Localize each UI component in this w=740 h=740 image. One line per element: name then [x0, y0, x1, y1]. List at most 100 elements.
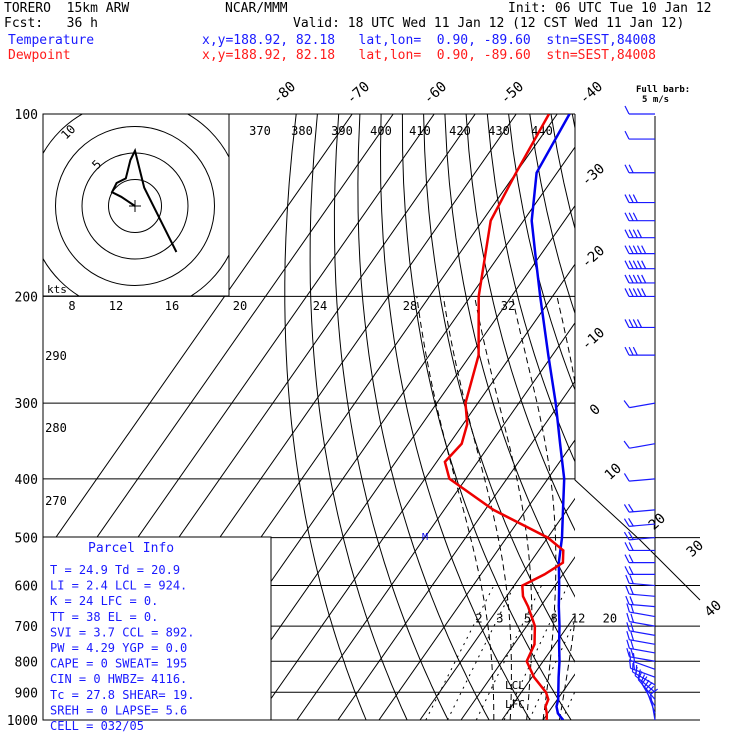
- wind-barb-flag: [628, 245, 634, 254]
- parcel-info-box: Parcel Info T = 24.9 Td = 20.9 LI = 2.4 LC…: [42, 536, 272, 733]
- temperature-point: [559, 443, 561, 445]
- pressure-tick-label: 700: [15, 620, 38, 635]
- moist-adiabats: [416, 296, 575, 720]
- dry-adiabats: [284, 114, 575, 720]
- model-title: TORERO 15km ARW: [4, 1, 130, 16]
- isotherm-label: 10: [602, 460, 625, 483]
- wind-barb-flag: [625, 574, 630, 584]
- temperature-point: [531, 220, 533, 222]
- dry-adiabat: [444, 114, 575, 598]
- lfc-label: LFC: [505, 698, 525, 711]
- hodograph-speed-label: 16: [165, 299, 179, 313]
- wind-barb-shaft: [629, 509, 656, 513]
- parcel-box-frame: [42, 536, 272, 721]
- dry-adiabat: [401, 114, 572, 720]
- mixing-ratio-label: 2: [475, 611, 482, 625]
- mixing-ratio-line: [528, 619, 575, 720]
- isotherm-line: [214, 204, 575, 720]
- temperature-point: [558, 562, 560, 564]
- isotherm-line: [43, 114, 353, 557]
- init-time: Init: 06 UTC Tue 10 Jan 12: [508, 1, 712, 16]
- wind-barb-flag: [636, 245, 643, 254]
- dry-adiabat: [357, 114, 490, 720]
- wind-barb-shaft: [630, 667, 656, 678]
- temperature-point: [555, 705, 558, 708]
- wind-barb-shaft: [629, 402, 656, 409]
- temperature-legend: Temperature: [8, 33, 95, 48]
- moist-adiabat: [474, 296, 533, 720]
- dry-adiabat: [379, 114, 531, 720]
- isotherm-line: [296, 321, 575, 720]
- temperature-point: [568, 114, 571, 115]
- wind-barb-shaft: [632, 671, 656, 686]
- wind-barb-flag: [645, 681, 653, 690]
- wind-barb-flag: [624, 194, 630, 203]
- wind-barb-flag: [636, 274, 643, 284]
- wind-barb-flag: [636, 229, 643, 238]
- dewpoint-point: [543, 573, 546, 575]
- hodograph-speed-label: 20: [233, 299, 247, 313]
- temperature-location: x,y=188.92, 82.18 lat,lon= 0.90, -89.60 …: [202, 33, 656, 48]
- wind-barb-flag: [626, 639, 630, 649]
- wind-barb-flag: [632, 212, 638, 221]
- wind-barb-flag: [624, 566, 630, 575]
- wind-barb-flag: [641, 274, 647, 284]
- temperature-point: [557, 676, 560, 678]
- wind-barb-flag: [636, 260, 643, 269]
- dry-adiabat: [550, 114, 575, 231]
- wind-barb-shaft: [629, 630, 656, 636]
- wind-barb-flag: [623, 531, 630, 541]
- parcel-title: Parcel Info: [88, 541, 174, 556]
- wind-barb-flag: [624, 542, 630, 551]
- temperature-point: [562, 509, 564, 511]
- isotherm-label: -30: [579, 161, 609, 190]
- isotherm-line: [460, 556, 575, 720]
- mixing-ratio-label: 3: [496, 611, 503, 625]
- parcel-row: PW = 4.29 YGP = 0.0: [50, 641, 187, 655]
- moist-adiabat: [442, 296, 512, 720]
- wind-barb-flag: [624, 164, 630, 173]
- wind-barb-shaft: [629, 536, 656, 541]
- pressure-tick-label: 1000: [7, 714, 38, 729]
- dewpoint-point: [461, 443, 463, 445]
- temperature-point: [557, 698, 559, 701]
- parcel-row: SVI = 3.7 CCL = 892.: [50, 625, 195, 639]
- wind-barb-flag: [623, 440, 630, 449]
- temperature-point: [555, 402, 557, 404]
- wind-barb-flag: [628, 518, 634, 527]
- wind-barb-flag: [641, 245, 647, 254]
- dewpoint-point: [562, 562, 564, 564]
- wind-barb-flag: [630, 640, 635, 650]
- wind-barb-flag: [632, 346, 638, 356]
- dewpoint-legend: Dewpoint: [8, 48, 71, 63]
- wind-barb-flag: [623, 473, 630, 482]
- wind-barb-flag: [623, 400, 630, 409]
- isotherm-label: 30: [684, 537, 707, 560]
- dewpoint-point: [545, 691, 547, 693]
- wind-barb-flag: [629, 585, 634, 595]
- mixing-ratio-label: 12: [571, 611, 585, 625]
- wind-barb-flag: [637, 669, 641, 679]
- moist-adiabat: [556, 296, 575, 720]
- mixing-ratio-label: 8: [551, 611, 558, 625]
- dewpoint-point: [548, 114, 550, 115]
- wind-barb-flag: [626, 622, 630, 632]
- dewpoint-point: [544, 705, 547, 708]
- wind-barb-flag: [632, 229, 638, 238]
- wind-barb-flag: [632, 274, 638, 284]
- dewpoint-point: [444, 461, 446, 463]
- wind-barb-shaft: [629, 443, 656, 449]
- dewpoint-location: x,y=188.92, 82.18 lat,lon= 0.90, -89.60 …: [202, 48, 656, 63]
- wind-barb-flag: [625, 595, 630, 605]
- pressure-tick-label: 500: [15, 532, 38, 547]
- dewpoint-point: [448, 478, 451, 480]
- mixing-ratio-line: [447, 585, 515, 720]
- wind-barb-flag: [632, 288, 638, 297]
- parcel-row: LI = 2.4 LCL = 924.: [50, 579, 187, 593]
- isotherm-label: 0: [587, 401, 604, 419]
- pressure-tick-label: 800: [15, 655, 38, 670]
- wind-barb-flag: [628, 164, 634, 173]
- wind-barb-flag: [624, 245, 630, 254]
- dewpoint-point: [533, 643, 536, 645]
- moist-adiabat: [416, 296, 495, 720]
